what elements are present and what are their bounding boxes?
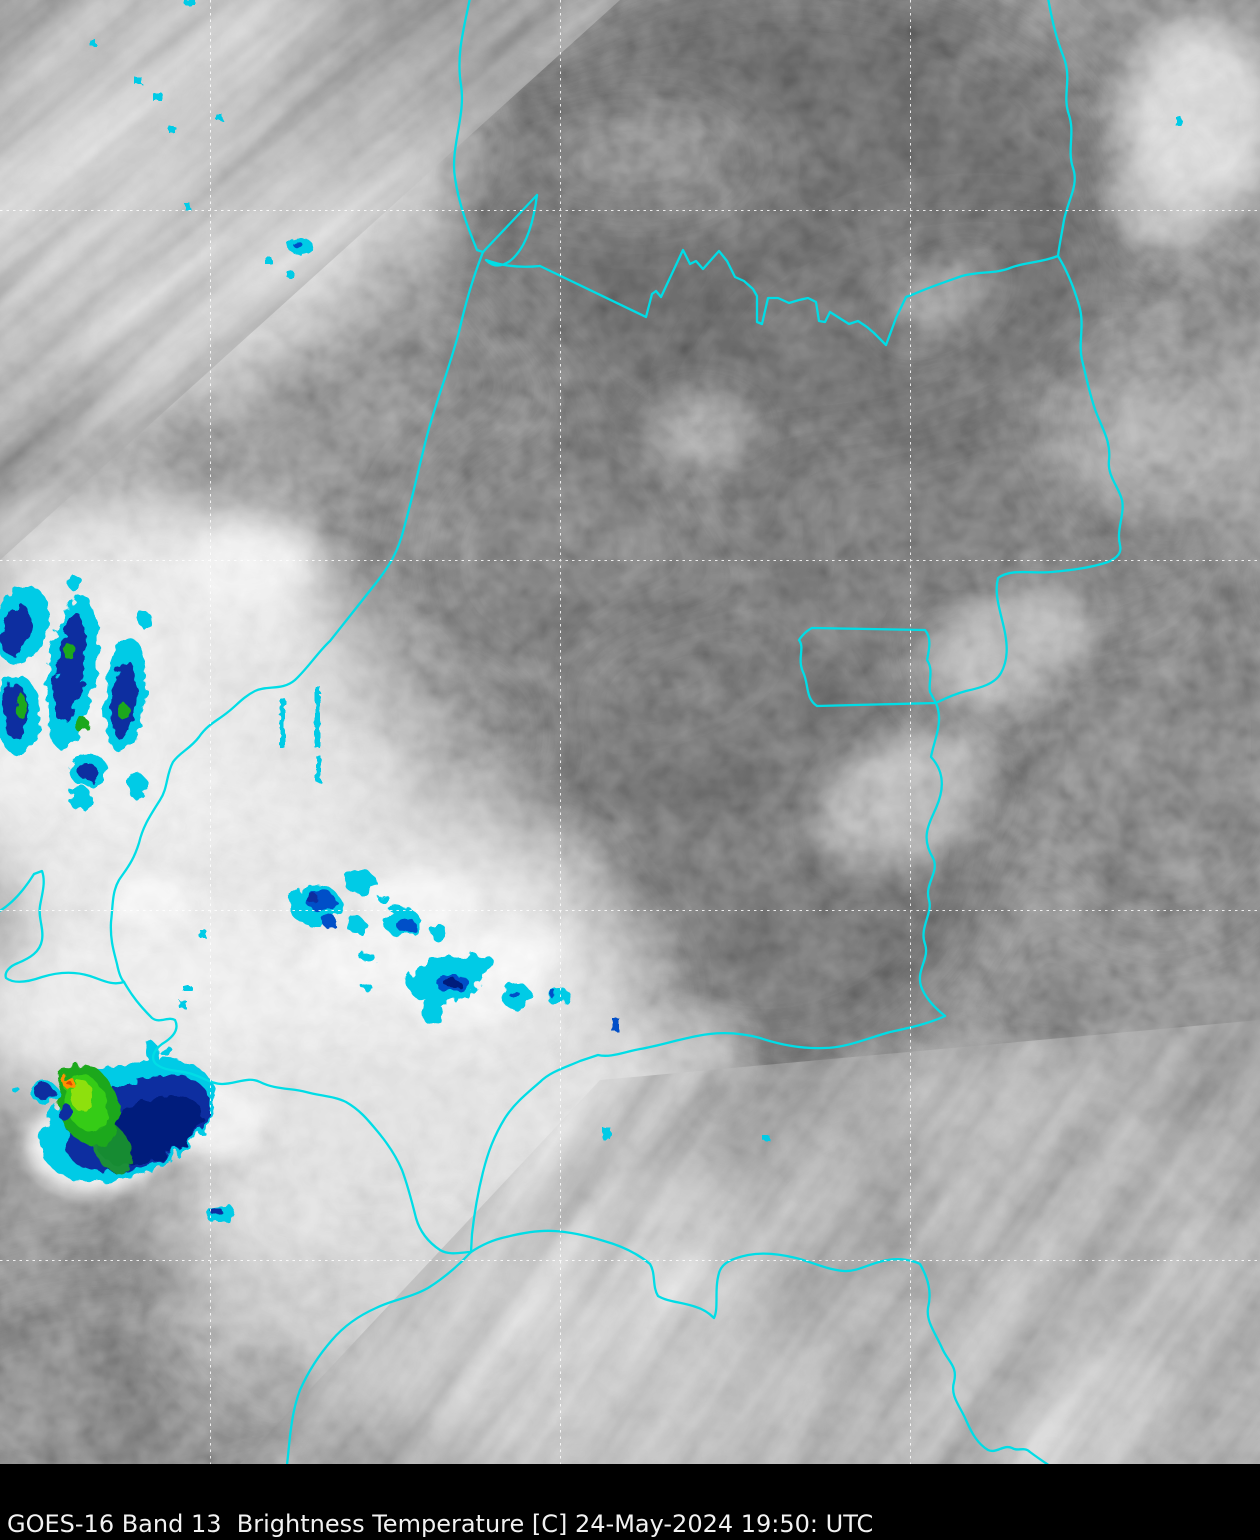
- satellite-scene: [0, 0, 1260, 1464]
- map-borders-overlay: [0, 0, 1124, 1464]
- border-west-river: [109, 0, 485, 984]
- border-left-loop: [0, 869, 126, 985]
- caption-bar: GOES-16 Band 13 Brightness Temperature […: [0, 1464, 1260, 1540]
- caption-text: GOES-16 Band 13 Brightness Temperature […: [7, 1510, 874, 1538]
- border-diagonal-river: [122, 980, 473, 1255]
- storm-cell-southwest: [12, 1042, 234, 1223]
- border-river-south-of-rectangle: [918, 701, 947, 1018]
- storm-cluster-west: [0, 576, 151, 810]
- latlon-graticule: [0, 0, 1260, 1464]
- border-east-river: [936, 0, 1124, 704]
- border-wedge: [481, 193, 542, 268]
- border-southwest-line: [285, 1250, 473, 1464]
- cold-pixel-specks: [90, 0, 1182, 1141]
- storm-streaks-west: [280, 686, 321, 782]
- border-north-eastwest: [538, 248, 1060, 347]
- cloud-base-layer: [0, 0, 1260, 1464]
- cold-cloud-enhancement-layer: [0, 0, 1182, 1223]
- border-mid-eastwest: [469, 1014, 947, 1254]
- storm-cluster-central: [288, 870, 570, 1025]
- border-south-eastwest: [469, 1229, 1050, 1464]
- border-admin-rectangle: [797, 626, 938, 708]
